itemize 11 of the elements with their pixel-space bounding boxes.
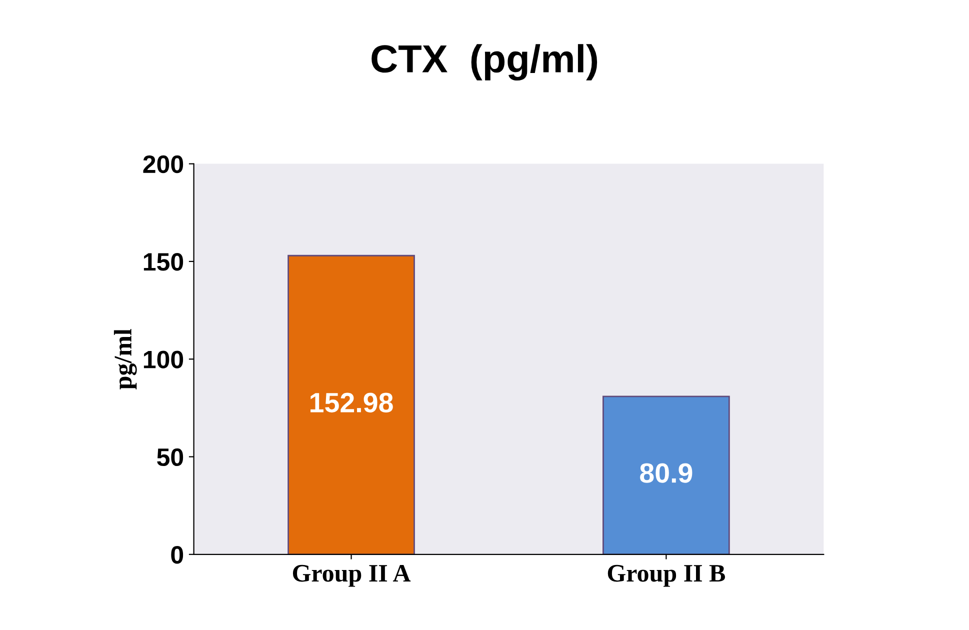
chart-title: CTX (pg/ml) <box>372 44 598 81</box>
x-tick-label: Group II A <box>292 564 411 587</box>
y-tick-label: 0 <box>171 546 184 564</box>
data-label: 80.9 <box>640 463 692 483</box>
y-tick-label: 100 <box>144 350 184 368</box>
x-tick-label: Group II B <box>608 564 726 587</box>
y-tick-label: 150 <box>144 253 184 271</box>
y-tick-label: 200 <box>143 155 184 174</box>
y-tick-label: 50 <box>157 448 184 466</box>
data-label: 152.98 <box>310 392 393 412</box>
y-axis-title: pg/ml <box>114 328 137 390</box>
